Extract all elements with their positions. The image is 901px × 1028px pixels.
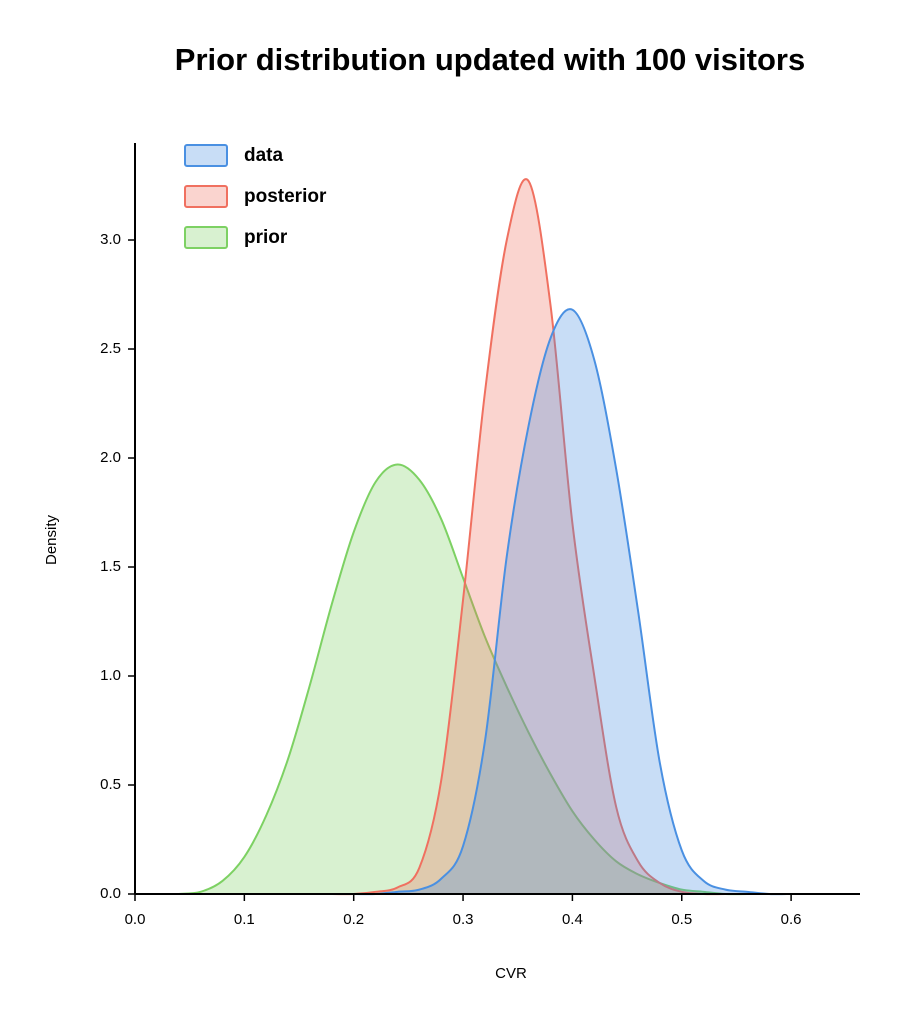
x-tick-label: 0.2 [343, 911, 364, 928]
legend-swatch [184, 226, 228, 249]
x-tick-label: 0.1 [234, 911, 255, 928]
y-tick-label: 2.5 [100, 340, 121, 357]
y-axis-label: Density [43, 514, 60, 565]
x-tick-label: 0.3 [453, 911, 474, 928]
y-tick-label: 0.0 [100, 885, 121, 902]
y-tick-label: 1.0 [100, 667, 121, 684]
y-tick-label: 1.5 [100, 558, 121, 575]
legend-swatch [184, 185, 228, 208]
x-tick-label: 0.6 [781, 911, 802, 928]
x-tick-label: 0.5 [671, 911, 692, 928]
y-tick-label: 3.0 [100, 231, 121, 248]
chart-title: Prior distribution updated with 100 visi… [175, 42, 805, 77]
legend-label: posterior [244, 186, 327, 207]
legend-label: data [244, 145, 284, 166]
y-tick-label: 0.5 [100, 776, 121, 793]
y-tick-label: 2.0 [100, 449, 121, 466]
x-tick-label: 0.0 [125, 911, 146, 928]
x-axis-label: CVR [495, 965, 527, 982]
legend-swatch [184, 144, 228, 167]
x-tick-label: 0.4 [562, 911, 583, 928]
density-area [178, 463, 792, 896]
legend-label: prior [244, 227, 288, 248]
